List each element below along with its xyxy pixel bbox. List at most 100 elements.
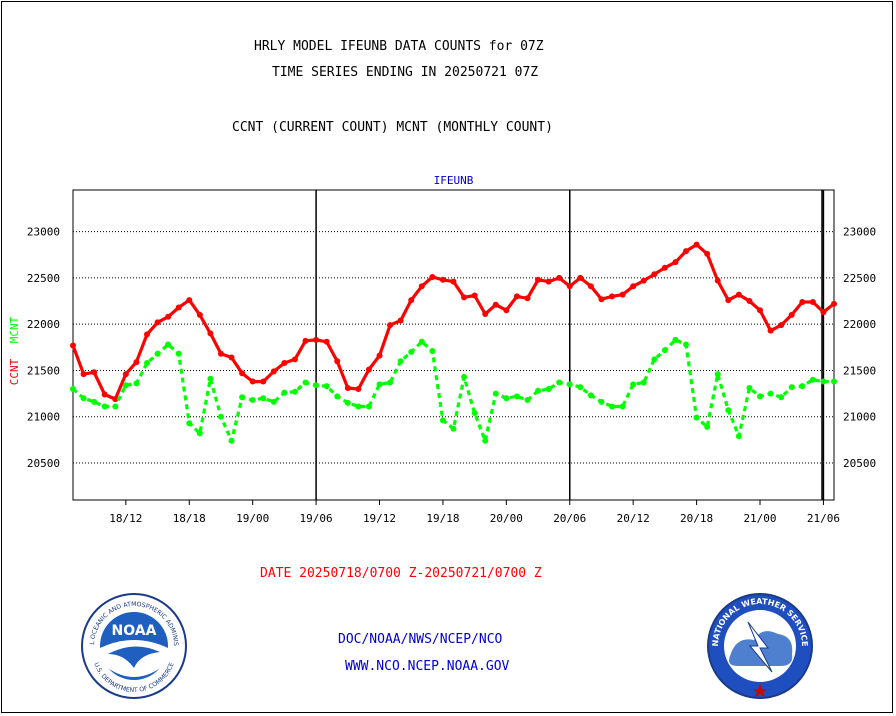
data-point-mcnt xyxy=(735,433,742,440)
data-point-ccnt xyxy=(778,322,785,329)
data-point-ccnt xyxy=(365,366,372,373)
data-point-mcnt xyxy=(566,381,573,388)
data-point-ccnt xyxy=(757,307,764,314)
data-point-ccnt xyxy=(239,370,246,377)
data-point-ccnt xyxy=(535,276,542,283)
nco-path-label: DOC/NOAA/NWS/NCEP/NCO xyxy=(338,632,503,647)
y-tick-label-right: 20500 xyxy=(843,457,876,470)
data-point-mcnt xyxy=(302,379,309,386)
data-point-mcnt xyxy=(270,398,277,405)
y-axis-label-ccnt: CCNT xyxy=(8,358,21,385)
data-point-ccnt xyxy=(545,278,552,285)
data-point-mcnt xyxy=(587,392,594,399)
y-axis-label-mcnt: MCNT xyxy=(8,316,21,343)
data-point-mcnt xyxy=(313,382,320,389)
noaa-logo: NOAA NATIONAL OCEANIC AND ATMOSPHERIC AD… xyxy=(80,592,187,699)
data-point-ccnt xyxy=(661,264,668,271)
data-point-mcnt xyxy=(831,378,837,385)
data-point-mcnt xyxy=(545,385,552,392)
data-point-ccnt xyxy=(281,360,288,367)
data-point-mcnt xyxy=(799,383,806,390)
y-tick-label-right: 21500 xyxy=(843,364,876,377)
data-point-ccnt xyxy=(165,313,172,320)
data-point-ccnt xyxy=(735,291,742,298)
data-point-ccnt xyxy=(439,276,446,283)
data-point-ccnt xyxy=(112,396,119,403)
data-point-mcnt xyxy=(143,360,150,367)
data-point-ccnt xyxy=(302,337,309,344)
data-point-ccnt xyxy=(672,259,679,266)
data-point-ccnt xyxy=(196,311,203,318)
data-point-ccnt xyxy=(714,277,721,284)
data-point-ccnt xyxy=(334,358,341,365)
data-point-ccnt xyxy=(80,371,87,378)
data-point-ccnt xyxy=(746,298,753,305)
data-point-mcnt xyxy=(70,385,76,392)
data-point-ccnt xyxy=(630,283,637,290)
data-point-ccnt xyxy=(270,368,277,375)
data-point-ccnt xyxy=(788,311,795,318)
data-point-mcnt xyxy=(619,403,626,410)
data-point-mcnt xyxy=(397,358,404,365)
data-point-mcnt xyxy=(524,397,531,404)
data-point-ccnt xyxy=(70,342,76,349)
data-point-mcnt xyxy=(609,403,616,410)
data-point-ccnt xyxy=(587,283,594,290)
data-point-ccnt xyxy=(556,274,563,281)
data-point-ccnt xyxy=(482,311,489,317)
data-point-ccnt xyxy=(133,359,140,366)
data-point-ccnt xyxy=(450,278,457,285)
data-point-ccnt xyxy=(598,296,605,303)
data-point-mcnt xyxy=(482,437,489,444)
data-point-ccnt xyxy=(693,241,700,248)
data-point-ccnt xyxy=(809,298,816,305)
x-tick-label: 19/12 xyxy=(363,512,396,525)
data-point-ccnt xyxy=(122,371,129,378)
data-point-ccnt xyxy=(619,291,626,298)
data-point-mcnt xyxy=(503,395,510,402)
data-point-mcnt xyxy=(767,390,774,397)
data-point-ccnt xyxy=(175,304,182,311)
data-point-ccnt xyxy=(429,273,436,280)
data-point-mcnt xyxy=(281,389,288,396)
data-point-mcnt xyxy=(260,395,267,402)
data-point-ccnt xyxy=(609,293,616,300)
data-point-mcnt xyxy=(112,403,119,410)
data-point-ccnt xyxy=(492,301,499,308)
data-point-mcnt xyxy=(556,379,563,386)
data-point-ccnt xyxy=(820,309,827,316)
data-point-mcnt xyxy=(418,338,425,345)
data-point-mcnt xyxy=(714,371,721,378)
data-point-mcnt xyxy=(365,403,372,410)
header-line-2: TIME SERIES ENDING IN 20250721 07Z xyxy=(272,65,539,80)
data-point-ccnt xyxy=(513,293,520,300)
data-point-mcnt xyxy=(239,394,246,401)
x-tick-label: 21/06 xyxy=(807,512,840,525)
data-point-mcnt xyxy=(80,395,87,402)
header-line-1: HRLY MODEL IFEUNB DATA COUNTS for 07Z xyxy=(254,39,544,54)
y-tick-label-left: 22500 xyxy=(27,272,60,285)
data-point-mcnt xyxy=(175,350,182,357)
series-line-mcnt xyxy=(71,338,834,443)
x-tick-label: 19/00 xyxy=(236,512,269,525)
data-point-mcnt xyxy=(757,393,764,400)
data-point-ccnt xyxy=(260,378,267,385)
chart-title: IFEUNB xyxy=(434,174,474,187)
data-point-mcnt xyxy=(461,373,468,380)
date-range-label: DATE 20250718/0700 Z-20250721/0700 Z xyxy=(260,566,542,581)
data-point-ccnt xyxy=(651,271,658,278)
data-point-mcnt xyxy=(207,375,214,382)
plot-area-border xyxy=(72,189,835,501)
data-point-mcnt xyxy=(577,384,584,391)
data-point-mcnt xyxy=(683,341,690,348)
data-point-mcnt xyxy=(133,380,140,387)
y-tick-label-left: 20500 xyxy=(27,457,60,470)
data-point-ccnt xyxy=(313,336,320,343)
x-tick-label: 18/12 xyxy=(109,512,142,525)
data-point-mcnt xyxy=(651,356,658,363)
data-point-ccnt xyxy=(143,331,150,338)
data-point-mcnt xyxy=(513,393,520,400)
data-point-mcnt xyxy=(778,394,785,401)
data-point-ccnt xyxy=(228,354,235,361)
